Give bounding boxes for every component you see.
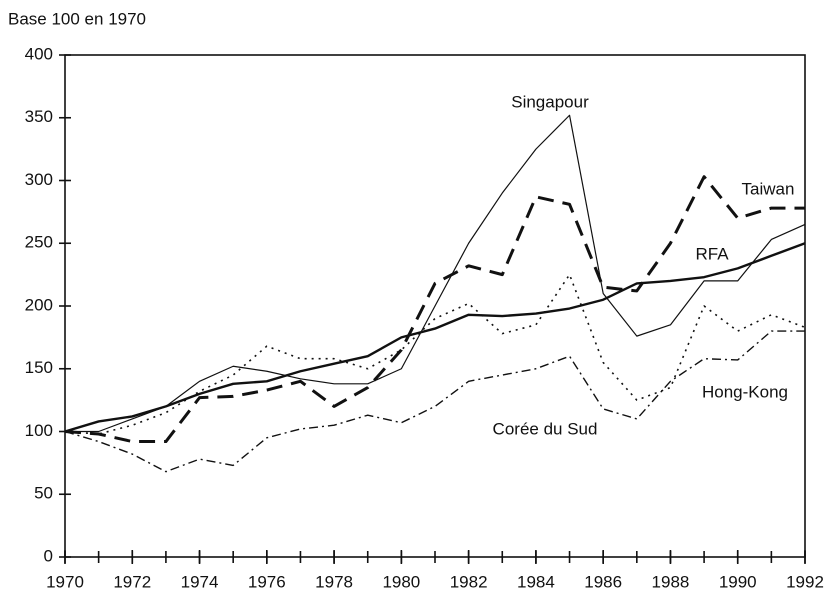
series-label: Corée du Sud: [493, 419, 598, 438]
y-tick-label: 250: [25, 233, 53, 252]
x-tick-label: 1970: [46, 572, 84, 591]
x-tick-label: 1980: [382, 572, 420, 591]
y-tick-label: 50: [34, 484, 53, 503]
y-tick-label: 0: [44, 546, 53, 565]
series-label: Taiwan: [742, 179, 795, 198]
x-tick-label: 1984: [517, 572, 555, 591]
series-line: [64, 330, 805, 473]
x-tick-label: 1972: [113, 572, 151, 591]
x-tick-label: 1990: [719, 572, 757, 591]
x-tick-label: 1992: [786, 572, 824, 591]
x-tick-label: 1982: [450, 572, 488, 591]
y-tick-label: 200: [25, 295, 53, 314]
x-tick-label: 1976: [248, 572, 286, 591]
x-tick-label: 1986: [584, 572, 622, 591]
series-line: [64, 175, 805, 444]
y-tick-label: 350: [25, 107, 53, 126]
x-tick-label: 1988: [652, 572, 690, 591]
y-tick-label: 400: [25, 44, 53, 63]
series-line: [64, 242, 806, 433]
series-label: RFA: [695, 244, 729, 263]
y-tick-label: 150: [25, 358, 53, 377]
x-tick-label: 1974: [181, 572, 219, 591]
series-line: [65, 114, 806, 433]
series-label: Singapour: [511, 92, 589, 111]
y-tick-label: 100: [25, 421, 53, 440]
y-axis-label: Base 100 en 1970: [8, 9, 146, 28]
y-tick-label: 300: [25, 170, 53, 189]
x-tick-label: 1978: [315, 572, 353, 591]
series-line: [64, 273, 806, 435]
series-label: Hong-Kong: [702, 382, 788, 401]
